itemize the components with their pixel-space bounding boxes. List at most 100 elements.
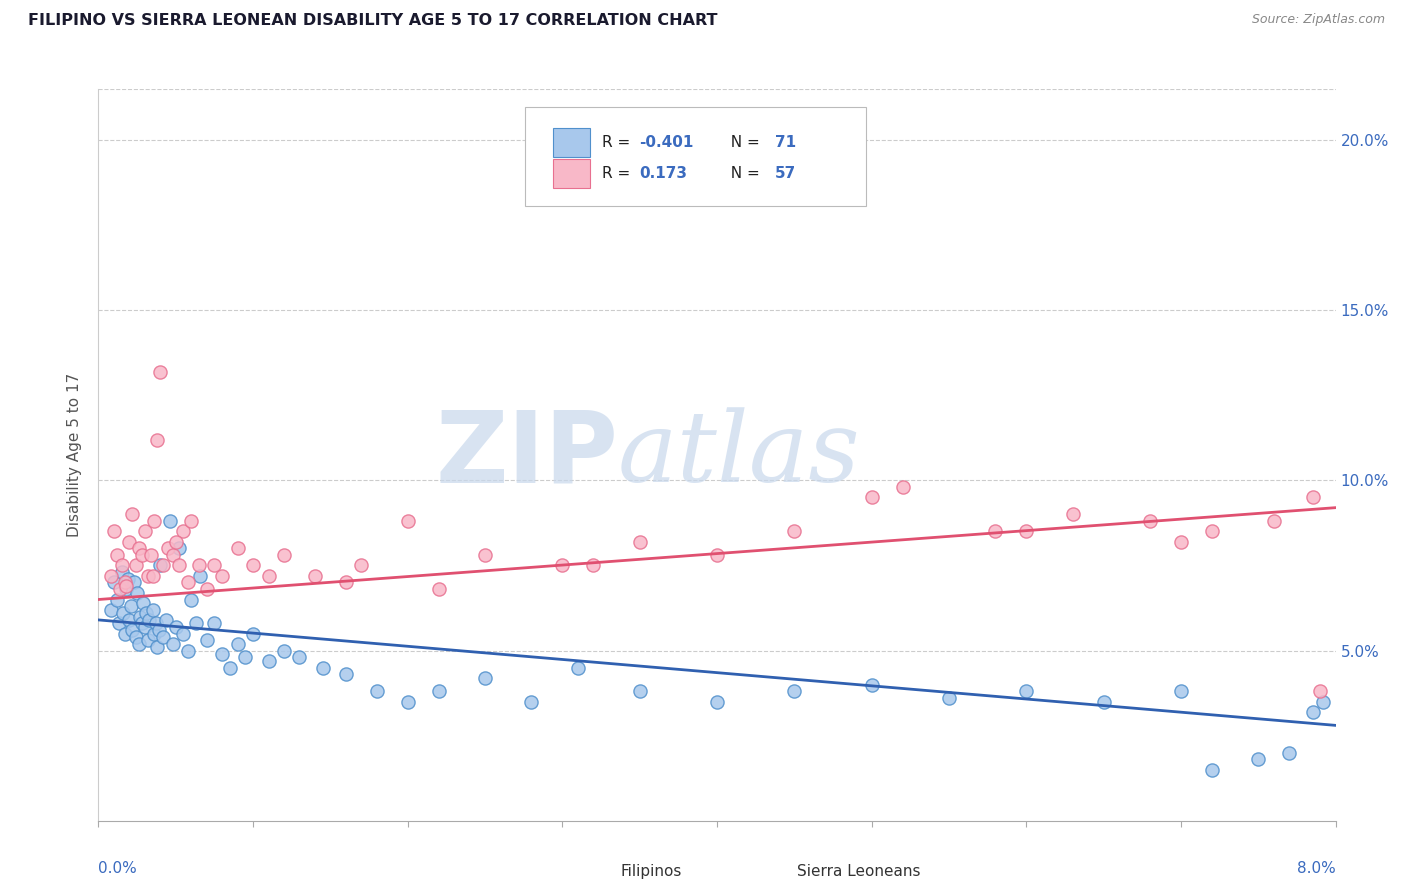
Point — [396, 695, 419, 709]
Point — [1247, 752, 1270, 766]
Point — [122, 575, 145, 590]
Point — [115, 579, 138, 593]
Point — [938, 691, 960, 706]
Point — [173, 524, 195, 539]
Point — [159, 514, 181, 528]
Point — [1201, 524, 1223, 539]
Point — [128, 637, 150, 651]
Point — [520, 695, 543, 709]
Text: 57: 57 — [775, 166, 796, 181]
Point — [350, 558, 373, 573]
Point — [117, 572, 139, 586]
Point — [180, 514, 202, 528]
Text: N =: N = — [721, 135, 765, 150]
Point — [551, 558, 574, 573]
Point — [120, 599, 142, 614]
Point — [148, 623, 170, 637]
Point — [132, 596, 155, 610]
Point — [128, 541, 150, 556]
Point — [1263, 514, 1285, 528]
Text: atlas: atlas — [619, 408, 860, 502]
Point — [145, 616, 167, 631]
Point — [165, 534, 187, 549]
Point — [177, 643, 200, 657]
Text: R =: R = — [602, 166, 640, 181]
Point — [257, 654, 280, 668]
Point — [127, 585, 149, 599]
Point — [134, 620, 156, 634]
Point — [860, 491, 883, 505]
Point — [891, 480, 914, 494]
Point — [242, 626, 264, 640]
Point — [628, 534, 651, 549]
Text: Filipinos: Filipinos — [620, 864, 682, 880]
Bar — [756, 863, 787, 881]
Point — [129, 609, 152, 624]
Point — [100, 568, 122, 582]
Point — [100, 603, 122, 617]
Point — [242, 558, 264, 573]
Point — [105, 549, 128, 563]
Point — [114, 575, 136, 590]
Point — [195, 582, 218, 597]
Point — [124, 630, 146, 644]
Point — [211, 647, 233, 661]
Point — [165, 620, 187, 634]
Point — [138, 613, 160, 627]
Text: 0.173: 0.173 — [640, 166, 688, 181]
Point — [706, 549, 728, 563]
Text: R =: R = — [602, 135, 636, 150]
Point — [167, 541, 190, 556]
Point — [146, 433, 169, 447]
Point — [107, 616, 129, 631]
Point — [1139, 514, 1161, 528]
Point — [118, 534, 141, 549]
Point — [273, 643, 295, 657]
Point — [273, 549, 295, 563]
Point — [180, 592, 202, 607]
Bar — [553, 159, 589, 188]
Point — [474, 671, 496, 685]
Point — [103, 524, 125, 539]
Point — [152, 630, 174, 644]
Point — [783, 684, 806, 698]
Point — [162, 549, 184, 563]
Point — [396, 514, 419, 528]
Point — [177, 575, 200, 590]
Point — [146, 640, 169, 654]
Point — [1312, 695, 1334, 709]
Point — [157, 541, 180, 556]
Point — [195, 633, 218, 648]
Point — [112, 606, 135, 620]
Text: 0.0%: 0.0% — [98, 861, 138, 876]
Point — [136, 633, 159, 648]
Point — [567, 660, 589, 674]
Point — [173, 626, 195, 640]
Point — [335, 575, 357, 590]
Point — [427, 582, 450, 597]
Point — [1278, 746, 1301, 760]
Y-axis label: Disability Age 5 to 17: Disability Age 5 to 17 — [67, 373, 83, 537]
Text: ZIP: ZIP — [436, 407, 619, 503]
Point — [188, 558, 211, 573]
Point — [1015, 684, 1038, 698]
Point — [134, 524, 156, 539]
Point — [121, 508, 143, 522]
Point — [135, 606, 157, 620]
Point — [211, 568, 233, 582]
Point — [628, 684, 651, 698]
Point — [139, 549, 162, 563]
Point — [108, 582, 131, 597]
Point — [366, 684, 388, 698]
Point — [335, 667, 357, 681]
Point — [143, 514, 166, 528]
Point — [121, 623, 143, 637]
Text: 71: 71 — [775, 135, 796, 150]
Point — [118, 613, 141, 627]
Point — [105, 592, 128, 607]
Bar — [553, 128, 589, 157]
Point — [149, 558, 172, 573]
Point — [706, 695, 728, 709]
Point — [288, 650, 311, 665]
Text: N =: N = — [721, 166, 765, 181]
